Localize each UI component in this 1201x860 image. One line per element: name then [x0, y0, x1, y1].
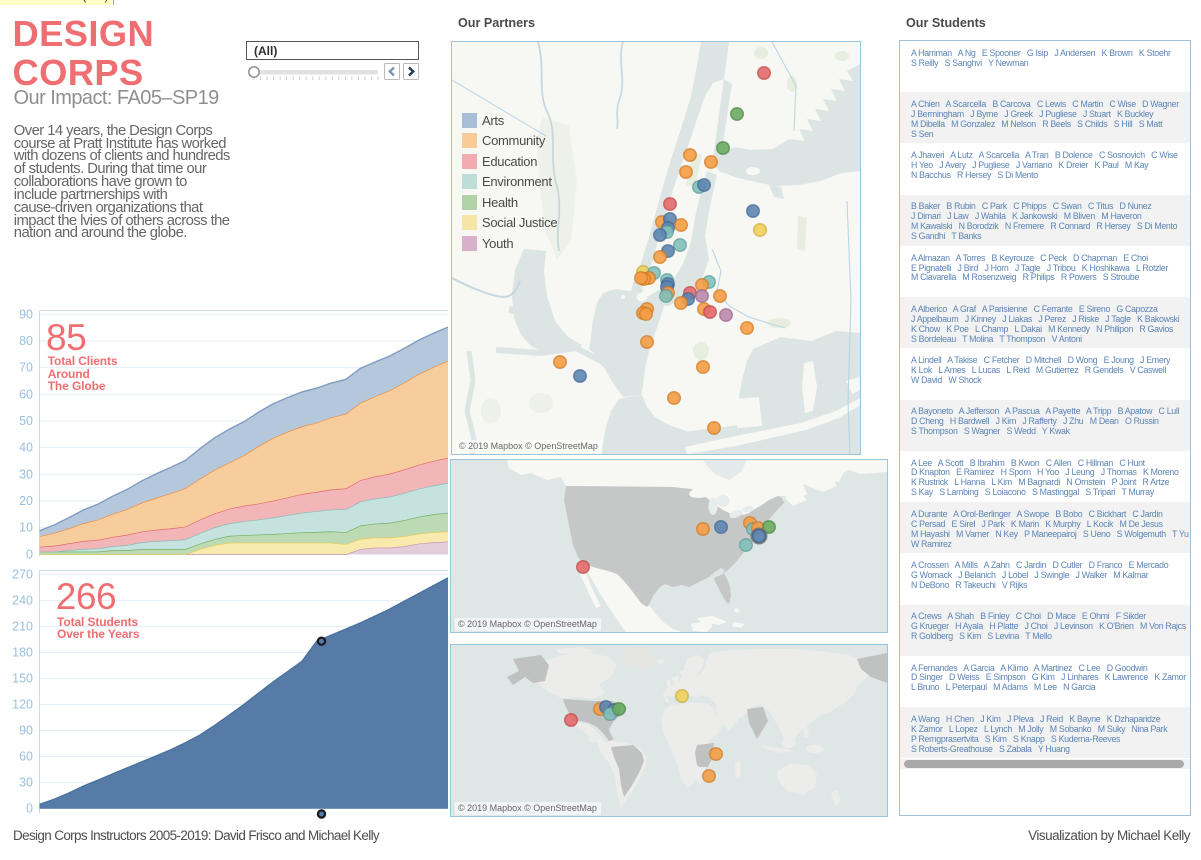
svg-text:20: 20	[19, 494, 33, 508]
svg-text:240: 240	[12, 593, 33, 607]
svg-text:120: 120	[12, 698, 33, 712]
svg-text:90: 90	[19, 724, 33, 738]
svg-text:0: 0	[26, 802, 33, 816]
svg-text:80: 80	[19, 334, 33, 348]
svg-text:70: 70	[19, 361, 33, 375]
svg-text:60: 60	[19, 387, 33, 401]
svg-text:40: 40	[19, 441, 33, 455]
svg-text:50: 50	[19, 414, 33, 428]
svg-text:10: 10	[19, 521, 33, 535]
svg-text:30: 30	[19, 467, 33, 481]
svg-text:0: 0	[26, 547, 33, 561]
svg-text:270: 270	[12, 567, 33, 581]
svg-text:90: 90	[19, 307, 33, 321]
svg-text:60: 60	[19, 750, 33, 764]
svg-text:150: 150	[12, 672, 33, 686]
svg-text:30: 30	[19, 776, 33, 790]
svg-text:180: 180	[12, 646, 33, 660]
svg-text:210: 210	[12, 619, 33, 633]
